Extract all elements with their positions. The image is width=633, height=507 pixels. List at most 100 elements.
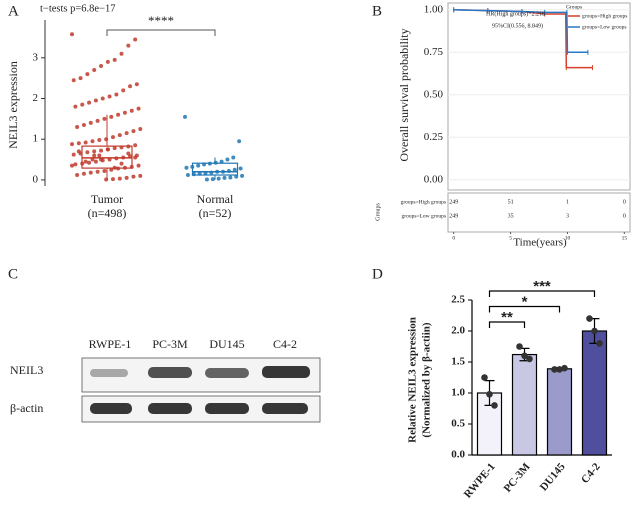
data-point — [128, 84, 133, 89]
data-point — [222, 175, 227, 180]
data-point — [121, 88, 126, 93]
data-point — [184, 165, 189, 170]
data-point — [216, 176, 221, 181]
data-point — [85, 150, 90, 155]
y-axis-label: (Normalized by β-actiin) — [421, 322, 433, 437]
data-point — [109, 114, 114, 119]
data-point — [70, 163, 74, 168]
data-point — [76, 141, 81, 146]
x-tick-label: RWPE-1 — [462, 461, 498, 501]
significance-label: * — [522, 293, 528, 310]
data-point — [107, 94, 112, 99]
risk-count: 0 — [623, 213, 626, 219]
x-tick-label: PC-3M — [502, 460, 534, 494]
risk-table-frame — [447, 192, 631, 233]
data-point — [73, 104, 78, 109]
comparison-bracket — [106, 29, 216, 36]
data-point — [87, 100, 92, 105]
data-point — [131, 174, 136, 179]
data-point — [92, 149, 97, 154]
data-point — [481, 374, 488, 381]
data-point — [191, 172, 196, 177]
data-point — [219, 159, 224, 164]
panel-label: A — [8, 3, 19, 19]
panel-label: B — [372, 3, 382, 19]
row-label: β-actin — [10, 401, 43, 415]
y-tick-label: 3 — [33, 51, 39, 63]
data-point — [129, 108, 134, 113]
data-point — [210, 177, 215, 182]
data-point — [556, 366, 563, 373]
significance-label: ** — [501, 309, 513, 326]
y-tick-label: 1.00 — [424, 3, 444, 15]
y-axis-label: NEIL3 expression — [6, 61, 20, 149]
comparison-bracket — [488, 290, 596, 297]
data-point — [117, 176, 122, 181]
data-point — [75, 124, 80, 129]
data-point — [110, 135, 115, 140]
data-point — [117, 133, 122, 138]
lane-label: PC-3M — [152, 337, 188, 351]
data-point — [586, 315, 593, 322]
data-point — [124, 175, 129, 180]
data-point — [202, 162, 207, 167]
y-tick-label: 2.0 — [451, 325, 465, 337]
data-point — [114, 156, 119, 161]
data-point — [92, 68, 97, 73]
data-point — [190, 164, 195, 169]
data-point — [80, 161, 85, 166]
y-tick-label: 1.5 — [451, 356, 465, 368]
data-point — [133, 155, 138, 160]
lane-label: RWPE-1 — [89, 337, 132, 351]
plot-frame — [447, 2, 631, 191]
data-point — [240, 173, 245, 178]
data-point — [83, 140, 88, 145]
data-point — [109, 167, 114, 172]
data-point — [526, 355, 533, 363]
data-point — [71, 152, 76, 157]
data-point — [126, 144, 131, 149]
x-tick-label: DU145 — [538, 460, 568, 493]
data-point — [93, 98, 98, 103]
data-point — [131, 129, 136, 134]
data-point — [81, 122, 86, 127]
bar — [511, 353, 538, 456]
lane-label: DU145 — [209, 337, 244, 351]
data-point — [83, 159, 88, 164]
risk-count: 249 — [449, 199, 458, 205]
data-point — [88, 120, 93, 125]
significance-label: **** — [148, 13, 174, 28]
y-axis-label: Overall survival probability — [397, 28, 411, 161]
risk-count: 0 — [623, 199, 626, 205]
data-point — [122, 165, 127, 170]
data-point — [112, 165, 117, 170]
data-point — [129, 164, 134, 169]
data-point — [486, 390, 493, 398]
data-point — [226, 168, 231, 173]
data-point — [119, 145, 124, 150]
comparison-bracket — [488, 305, 561, 313]
data-point — [551, 366, 558, 373]
y-tick-label: 2.5 — [451, 294, 465, 306]
risk-count: 249 — [449, 213, 458, 219]
data-point — [136, 163, 141, 168]
bar — [546, 368, 573, 456]
data-point — [232, 167, 237, 172]
data-point — [138, 173, 143, 178]
data-point — [93, 159, 98, 164]
annotation: HR(High groups)=2.218 — [486, 10, 545, 17]
x-tick-label: Tumor — [91, 192, 123, 206]
data-point — [228, 175, 233, 180]
data-point — [78, 76, 83, 81]
panel-label: C — [8, 266, 18, 282]
panel-label: D — [372, 266, 383, 282]
data-point — [516, 343, 523, 350]
y-tick-label: 2 — [33, 92, 39, 104]
data-point — [119, 51, 124, 56]
data-point — [71, 78, 76, 83]
data-point — [99, 157, 104, 162]
y-tick-label: 1.0 — [451, 387, 465, 399]
data-point — [87, 160, 92, 165]
data-point — [112, 146, 117, 151]
